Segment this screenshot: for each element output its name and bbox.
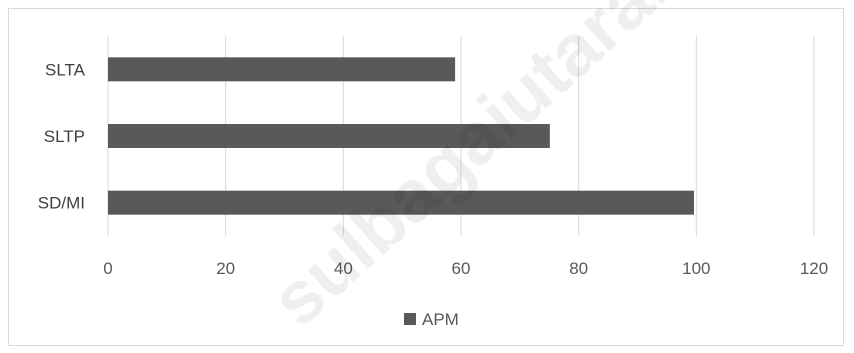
category-labels: SD/MI SLTP SLTA [38, 60, 86, 212]
bar-sltp [108, 124, 550, 148]
legend-swatch [404, 313, 416, 325]
legend-label-apm: APM [422, 310, 459, 329]
bars [108, 57, 694, 215]
legend: APM [404, 310, 459, 329]
bar-sd-mi [108, 190, 694, 215]
x-tick-label: 40 [334, 259, 353, 278]
x-tick-labels: 0 20 40 60 80 100 120 [103, 259, 828, 278]
x-tick-label: 60 [452, 259, 471, 278]
category-label: SD/MI [38, 194, 85, 213]
category-label: SLTA [45, 60, 86, 79]
bar-slta [108, 57, 456, 82]
category-label: SLTP [44, 127, 85, 146]
x-tick-label: 0 [103, 259, 112, 278]
x-tick-label: 80 [569, 259, 588, 278]
x-tick-label: 120 [800, 259, 828, 278]
x-tick-label: 100 [682, 259, 710, 278]
x-tick-label: 20 [216, 259, 235, 278]
